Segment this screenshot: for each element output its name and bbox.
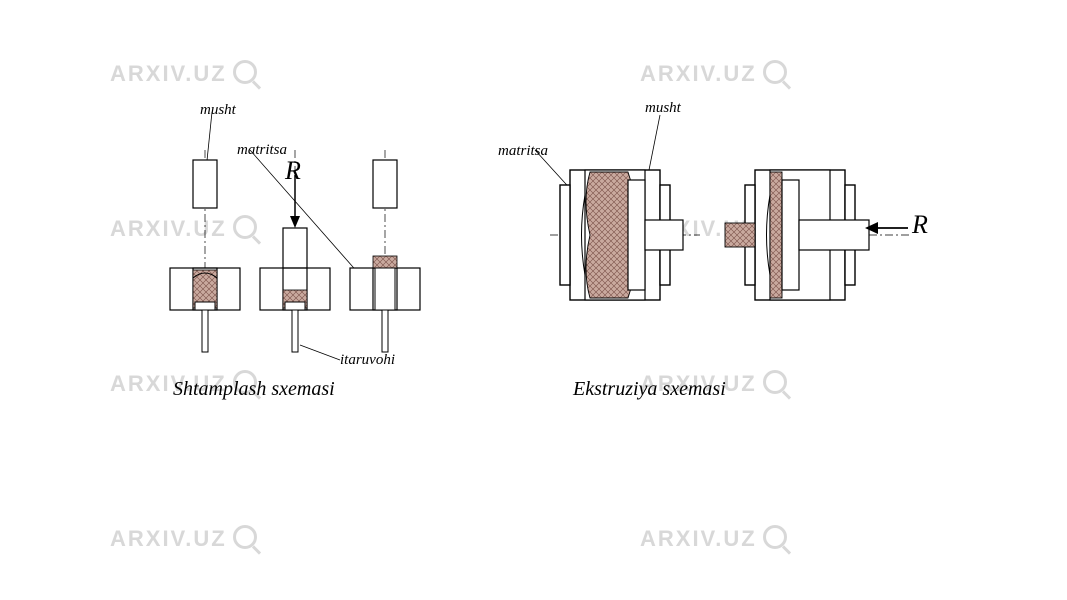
title-left: Shtamplash sxemasi [173, 378, 335, 401]
stamp-unit-1 [170, 150, 240, 352]
watermark-text: ARXIV.UZ [110, 526, 227, 552]
extrusion-unit-2 [725, 170, 910, 300]
watermark-text: ARXIV.UZ [640, 526, 757, 552]
extrusion-diagram [530, 100, 950, 360]
magnifier-icon [763, 60, 791, 88]
watermark: ARXIV.UZ [640, 60, 791, 88]
stamp-unit-3 [350, 150, 420, 352]
watermark-text: ARXIV.UZ [640, 61, 757, 87]
watermark: ARXIV.UZ [640, 525, 791, 553]
magnifier-icon [233, 60, 261, 88]
watermark: ARXIV.UZ [110, 525, 261, 553]
watermark: ARXIV.UZ [110, 60, 261, 88]
watermark-text: ARXIV.UZ [110, 61, 227, 87]
stamping-diagram [140, 100, 460, 370]
magnifier-icon [763, 525, 791, 553]
magnifier-icon [233, 525, 261, 553]
extrusion-unit-1 [550, 170, 700, 300]
magnifier-icon [763, 370, 791, 398]
title-right: Ekstruziya sxemasi [573, 378, 726, 401]
